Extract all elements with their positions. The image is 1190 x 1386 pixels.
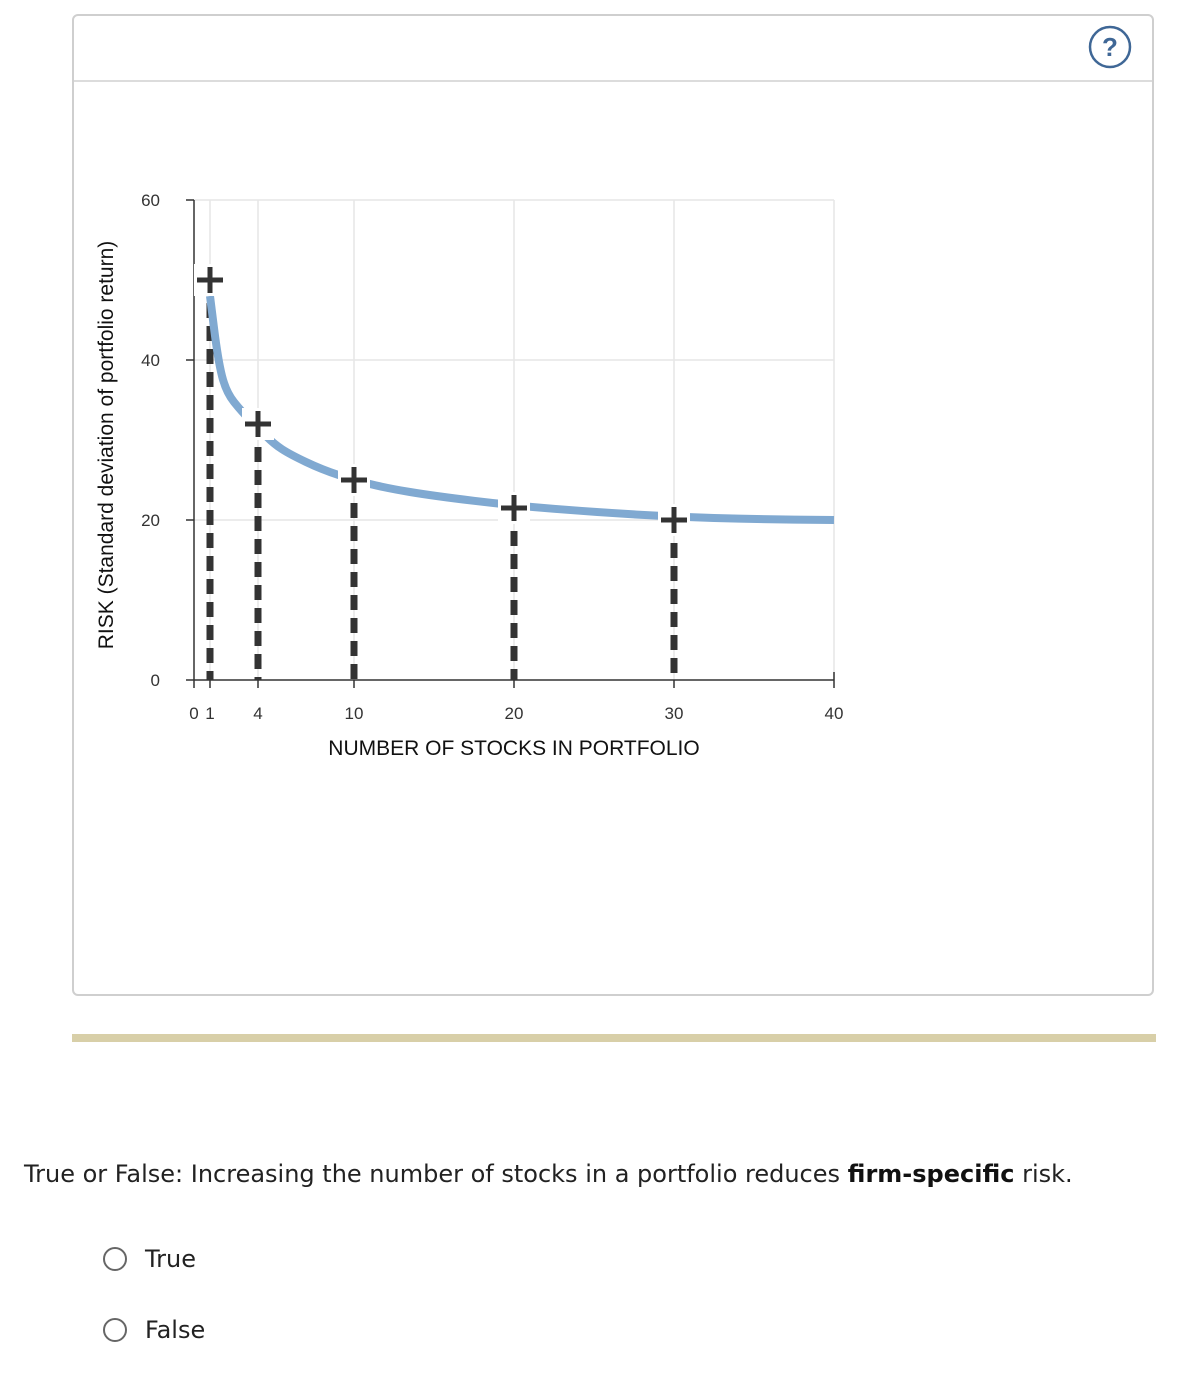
risk-curve-line [206, 295, 835, 524]
drop-lines [206, 280, 678, 680]
option-true[interactable]: True [103, 1244, 196, 1274]
axes [186, 199, 835, 688]
marker-bar-v [351, 467, 357, 493]
x-tick-label: 10 [345, 704, 364, 723]
panel-header [74, 16, 1152, 82]
y-axis-title: RISK (Standard deviation of portfolio re… [95, 241, 118, 650]
x-tick-label: 0 [189, 704, 198, 723]
point-marker[interactable] [498, 492, 530, 524]
point-markers[interactable] [194, 264, 690, 536]
question-text-before: True or False: Increasing the number of … [24, 1160, 848, 1188]
y-tick-label: 0 [151, 671, 160, 690]
question-text-after: risk. [1014, 1160, 1073, 1188]
option-false[interactable]: False [103, 1315, 205, 1345]
point-marker[interactable] [658, 504, 690, 536]
x-tick-label: 4 [253, 704, 262, 723]
point-marker[interactable] [338, 464, 370, 496]
x-tick-label: 30 [665, 704, 684, 723]
option-true-label: True [145, 1245, 196, 1273]
y-tick-labels: 0 20 40 60 [141, 191, 160, 690]
radio-false[interactable] [103, 1318, 127, 1342]
x-tick-label: 20 [505, 704, 524, 723]
option-false-label: False [145, 1316, 206, 1344]
radio-true[interactable] [103, 1247, 127, 1271]
question-circle-icon [1088, 25, 1132, 69]
graph-panel [72, 14, 1154, 996]
point-marker[interactable] [194, 264, 226, 296]
risk-curve [206, 295, 835, 524]
marker-bar-v [207, 267, 213, 293]
x-tick-label: 1 [205, 704, 214, 723]
point-marker[interactable] [242, 408, 274, 440]
x-tick-labels: 0 1 4 10 20 30 40 [189, 704, 843, 723]
marker-bar-v [255, 411, 261, 437]
x-axis-title: NUMBER OF STOCKS IN PORTFOLIO [328, 737, 699, 760]
question-emphasis: firm-specific [847, 1160, 1015, 1188]
help-symbol: ? [1102, 32, 1118, 62]
section-divider [72, 1034, 1156, 1042]
y-tick-label: 40 [141, 351, 160, 370]
help-button[interactable]: ? [1088, 25, 1132, 69]
y-tick-label: 20 [141, 511, 160, 530]
marker-bar-v [671, 507, 677, 533]
question-text: True or False: Increasing the number of … [24, 1160, 1073, 1188]
y-tick-label: 60 [141, 191, 160, 210]
marker-bar-v [511, 495, 517, 521]
x-tick-label: 40 [825, 704, 844, 723]
